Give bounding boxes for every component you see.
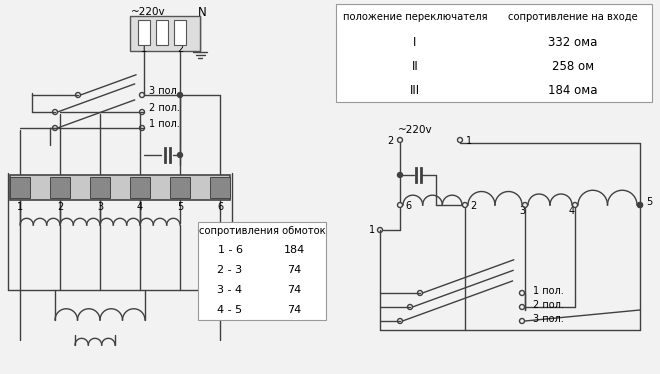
Text: I: I — [413, 36, 416, 49]
Text: 2 - 3: 2 - 3 — [217, 265, 243, 275]
Text: сопротивления обмоток: сопротивления обмоток — [199, 226, 325, 236]
Bar — [138, 20, 150, 45]
Text: 184 ома: 184 ома — [548, 83, 598, 96]
Text: 2: 2 — [177, 44, 183, 54]
Circle shape — [397, 172, 403, 178]
Bar — [10, 177, 30, 198]
Text: 74: 74 — [287, 285, 301, 295]
Text: 1: 1 — [17, 202, 23, 212]
Text: 6: 6 — [405, 201, 411, 211]
Text: 184: 184 — [283, 245, 305, 255]
Text: положение переключателя: положение переключателя — [343, 12, 487, 22]
Bar — [198, 222, 326, 320]
Text: 3: 3 — [97, 202, 103, 212]
Bar — [156, 20, 168, 45]
Bar — [336, 4, 652, 102]
Text: 3: 3 — [519, 206, 525, 216]
Bar — [50, 177, 70, 198]
Text: 1: 1 — [141, 44, 147, 54]
Text: 74: 74 — [287, 265, 301, 275]
Text: 1 пол.: 1 пол. — [533, 286, 564, 296]
Text: 5: 5 — [646, 197, 652, 207]
Text: 5: 5 — [177, 202, 183, 212]
Text: 1: 1 — [466, 136, 472, 146]
Text: 2: 2 — [57, 202, 63, 212]
Text: 2: 2 — [470, 201, 477, 211]
Text: 2 пол.: 2 пол. — [533, 300, 564, 310]
Text: 3 - 4: 3 - 4 — [217, 285, 243, 295]
Text: 1 пол.: 1 пол. — [149, 119, 180, 129]
Bar — [130, 177, 150, 198]
Text: 1 - 6: 1 - 6 — [218, 245, 242, 255]
Text: 332 ома: 332 ома — [548, 36, 598, 49]
Text: N: N — [197, 6, 207, 18]
Circle shape — [178, 92, 183, 98]
Text: 6: 6 — [217, 202, 223, 212]
Text: 4: 4 — [137, 202, 143, 212]
Text: 4 - 5: 4 - 5 — [217, 305, 243, 315]
Text: III: III — [410, 83, 420, 96]
Circle shape — [178, 153, 183, 157]
Text: 74: 74 — [287, 305, 301, 315]
Text: 3 пол.: 3 пол. — [149, 86, 180, 96]
Text: 4: 4 — [569, 206, 575, 216]
Bar — [10, 175, 230, 200]
Text: II: II — [412, 59, 418, 73]
Bar — [210, 177, 230, 198]
Bar — [130, 16, 200, 51]
Text: сопротивление на входе: сопротивление на входе — [508, 12, 638, 22]
Text: ~220v: ~220v — [398, 125, 432, 135]
Text: ~220v: ~220v — [131, 7, 165, 17]
Text: 1: 1 — [369, 225, 375, 235]
Bar — [90, 177, 110, 198]
Bar — [170, 177, 190, 198]
Text: 3 пол.: 3 пол. — [533, 314, 564, 324]
Bar — [174, 20, 186, 45]
Circle shape — [638, 202, 642, 208]
Text: 2 пол.: 2 пол. — [149, 103, 180, 113]
Text: 258 ом: 258 ом — [552, 59, 594, 73]
Text: 2: 2 — [388, 136, 394, 146]
